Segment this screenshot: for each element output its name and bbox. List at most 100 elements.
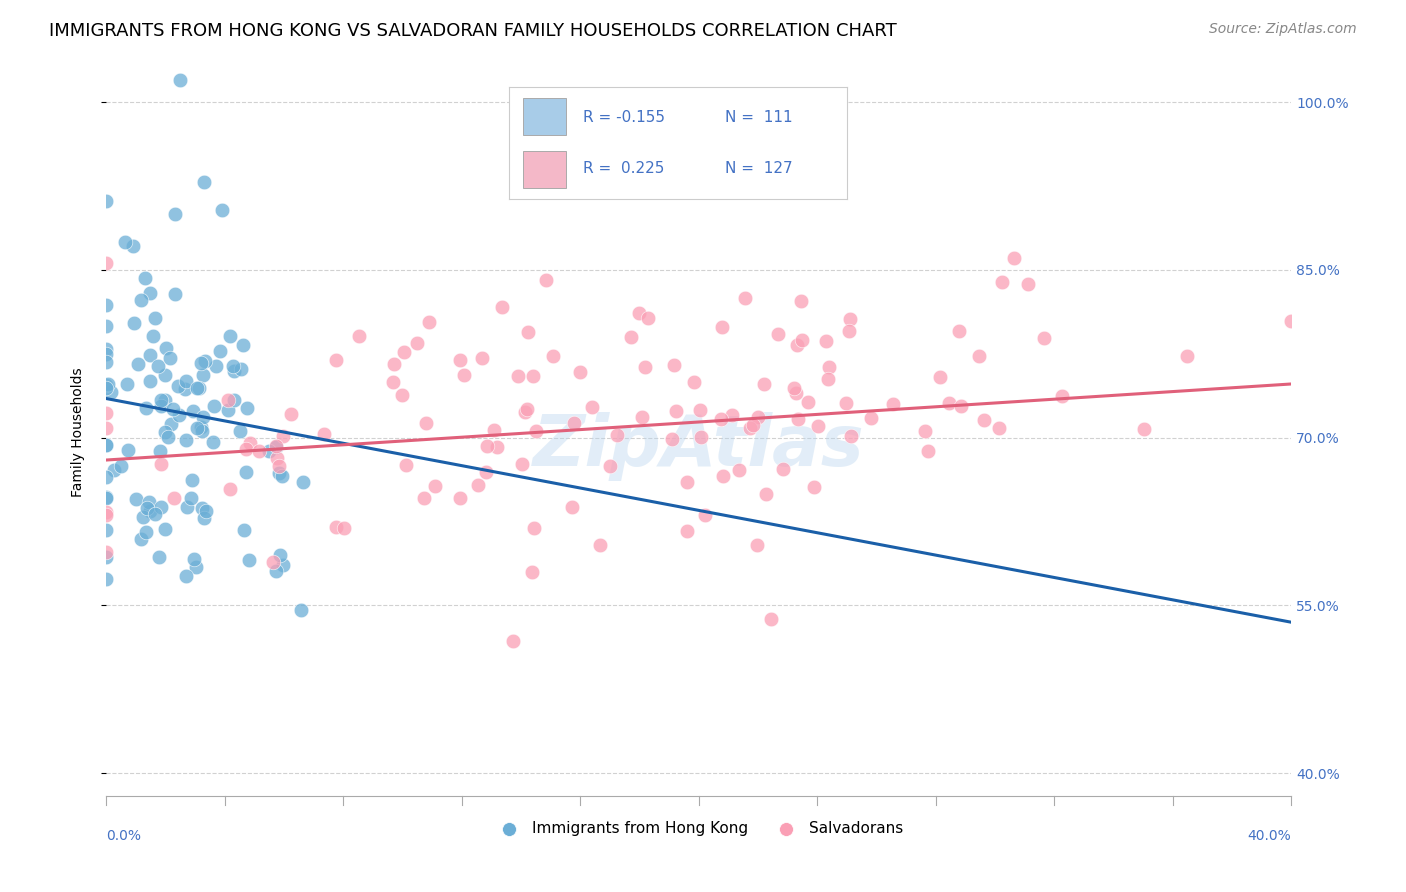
Point xyxy=(1033,331,1056,345)
Point xyxy=(217,403,239,417)
Point xyxy=(186,380,208,394)
Point xyxy=(634,359,657,374)
Point xyxy=(165,287,187,301)
Point xyxy=(238,552,260,566)
Point xyxy=(127,357,149,371)
Point xyxy=(1279,314,1302,328)
Point xyxy=(664,358,686,372)
Text: Source: ZipAtlas.com: Source: ZipAtlas.com xyxy=(1209,22,1357,37)
Point xyxy=(149,393,172,408)
Point xyxy=(1175,350,1198,364)
Point xyxy=(637,310,659,325)
Point xyxy=(720,409,742,423)
Point xyxy=(100,385,122,400)
Point xyxy=(522,565,544,579)
Point xyxy=(222,392,245,407)
Point xyxy=(94,194,117,208)
Point xyxy=(628,306,651,320)
Point xyxy=(969,349,991,363)
Point xyxy=(453,368,475,382)
Point xyxy=(710,320,733,334)
Point xyxy=(135,524,157,539)
Point xyxy=(94,342,117,356)
Point xyxy=(222,359,245,374)
Point xyxy=(475,439,498,453)
Point xyxy=(94,438,117,452)
Point xyxy=(1133,422,1156,436)
Point xyxy=(271,558,294,573)
Point xyxy=(588,538,610,552)
Point xyxy=(917,443,939,458)
Point xyxy=(135,401,157,416)
Point xyxy=(266,564,288,578)
Point xyxy=(690,430,713,444)
Point xyxy=(169,72,191,87)
Point xyxy=(117,442,139,457)
Point xyxy=(950,399,973,413)
Point xyxy=(394,458,416,472)
Point xyxy=(186,421,208,435)
Point xyxy=(524,424,547,438)
Point xyxy=(139,286,162,301)
Point xyxy=(183,552,205,566)
Point xyxy=(382,357,405,371)
Point xyxy=(222,364,245,378)
Point xyxy=(142,329,165,343)
Point xyxy=(190,500,212,515)
Point xyxy=(103,463,125,477)
Point xyxy=(973,413,995,427)
Point xyxy=(122,239,145,253)
Point xyxy=(190,420,212,434)
Point xyxy=(676,524,699,539)
Point xyxy=(425,479,447,493)
Point xyxy=(129,532,152,546)
Point xyxy=(153,393,176,408)
Point xyxy=(914,424,936,438)
Point xyxy=(173,382,195,396)
Point xyxy=(803,480,825,494)
Point xyxy=(94,438,117,452)
Point xyxy=(94,505,117,519)
Point xyxy=(786,411,808,425)
Point xyxy=(266,450,288,465)
Point xyxy=(229,361,252,376)
Point xyxy=(797,395,820,409)
Point xyxy=(153,368,176,382)
Point xyxy=(165,206,187,220)
Point xyxy=(1050,389,1073,403)
Point xyxy=(517,325,540,339)
Point xyxy=(149,500,172,515)
Text: IMMIGRANTS FROM HONG KONG VS SALVADORAN FAMILY HOUSEHOLDS CORRELATION CHART: IMMIGRANTS FROM HONG KONG VS SALVADORAN … xyxy=(49,22,897,40)
Point xyxy=(239,436,262,450)
Point xyxy=(405,336,427,351)
Point xyxy=(153,425,176,439)
Point xyxy=(155,522,177,536)
Point xyxy=(191,368,214,383)
Point xyxy=(94,491,117,505)
Point xyxy=(174,433,197,447)
Point xyxy=(991,275,1014,289)
Point xyxy=(786,337,808,351)
Point xyxy=(882,397,904,411)
Point xyxy=(838,324,860,338)
Point xyxy=(418,315,440,329)
Point xyxy=(184,560,207,574)
Point xyxy=(114,235,136,249)
Point xyxy=(734,291,756,305)
Point xyxy=(117,376,139,391)
Point xyxy=(711,469,734,483)
Point xyxy=(166,379,188,393)
Point xyxy=(150,457,173,471)
Point xyxy=(541,349,564,363)
Point xyxy=(208,343,231,358)
Point xyxy=(391,388,413,402)
Point xyxy=(502,634,524,648)
Point xyxy=(94,355,117,369)
Point xyxy=(349,329,371,343)
Point xyxy=(94,381,117,395)
Point xyxy=(217,392,239,407)
Point xyxy=(413,491,436,505)
Point xyxy=(676,475,699,490)
Point xyxy=(155,342,177,356)
Point xyxy=(193,175,215,189)
